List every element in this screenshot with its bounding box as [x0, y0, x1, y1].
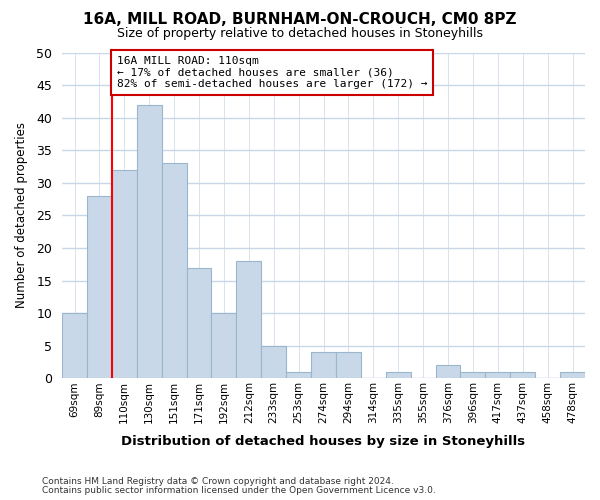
- Bar: [336, 352, 361, 378]
- Bar: [436, 366, 460, 378]
- Bar: [460, 372, 485, 378]
- Bar: [510, 372, 535, 378]
- Text: 16A, MILL ROAD, BURNHAM-ON-CROUCH, CM0 8PZ: 16A, MILL ROAD, BURNHAM-ON-CROUCH, CM0 8…: [83, 12, 517, 28]
- Bar: [560, 372, 585, 378]
- Text: 16A MILL ROAD: 110sqm
← 17% of detached houses are smaller (36)
82% of semi-deta: 16A MILL ROAD: 110sqm ← 17% of detached …: [117, 56, 427, 89]
- Bar: [286, 372, 311, 378]
- Bar: [87, 196, 112, 378]
- Bar: [112, 170, 137, 378]
- Bar: [236, 261, 261, 378]
- Text: Size of property relative to detached houses in Stoneyhills: Size of property relative to detached ho…: [117, 28, 483, 40]
- Bar: [261, 346, 286, 378]
- Bar: [485, 372, 510, 378]
- Bar: [137, 104, 161, 378]
- Bar: [161, 164, 187, 378]
- Bar: [187, 268, 211, 378]
- Bar: [211, 314, 236, 378]
- Text: Contains public sector information licensed under the Open Government Licence v3: Contains public sector information licen…: [42, 486, 436, 495]
- Text: Contains HM Land Registry data © Crown copyright and database right 2024.: Contains HM Land Registry data © Crown c…: [42, 477, 394, 486]
- Y-axis label: Number of detached properties: Number of detached properties: [15, 122, 28, 308]
- Bar: [386, 372, 410, 378]
- X-axis label: Distribution of detached houses by size in Stoneyhills: Distribution of detached houses by size …: [121, 434, 526, 448]
- Bar: [311, 352, 336, 378]
- Bar: [62, 314, 87, 378]
